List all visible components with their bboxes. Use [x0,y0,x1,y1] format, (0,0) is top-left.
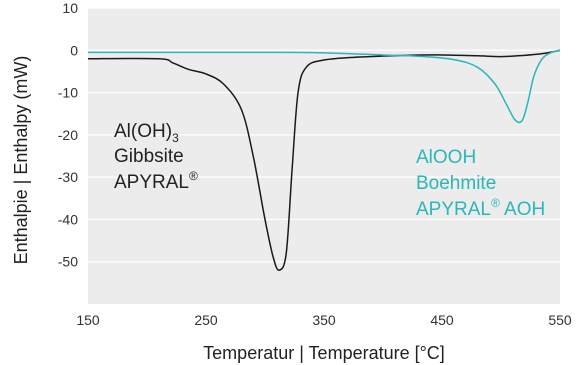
x-tick-label: 350 [312,312,336,328]
x-tick-label: 550 [548,312,572,328]
x-tick-label: 150 [76,312,100,328]
y-tick-label: -10 [58,85,78,101]
annotation-gibbsite-line3: APYRAL® [114,169,198,193]
x-tick-label: 250 [194,312,218,328]
plot-area [88,8,560,304]
y-tick-label: -40 [58,211,78,227]
annotation-boehmite-line2: Boehmite [416,173,496,194]
x-axis-title: Temperatur | Temperature [°C] [203,343,445,363]
y-tick-label: -20 [58,127,78,143]
y-tick-label: -50 [58,254,78,270]
grid-lines [88,7,560,263]
y-tick-label: -30 [58,169,78,185]
y-axis-ticks: 10 0 -10 -20 -30 -40 -50 [58,0,78,270]
y-tick-label: 10 [62,0,78,16]
annotation-boehmite-line1: AlOOH [416,147,476,168]
x-tick-label: 450 [430,312,454,328]
x-axis-ticks: 150 250 350 450 550 [76,312,572,328]
y-tick-label: 0 [70,42,78,58]
series-line-gibbsite [87,49,561,271]
annotation-gibbsite-line1: Al(OH)3 [114,121,179,145]
annotation-gibbsite-line2: Gibbsite [114,146,184,167]
annotation-boehmite-line3: APYRAL® AOH [416,196,545,220]
series-line-boehmite [87,49,561,124]
series-lines [87,49,561,271]
y-axis-title: Enthalpie | Enthalpy (mW) [11,56,31,265]
